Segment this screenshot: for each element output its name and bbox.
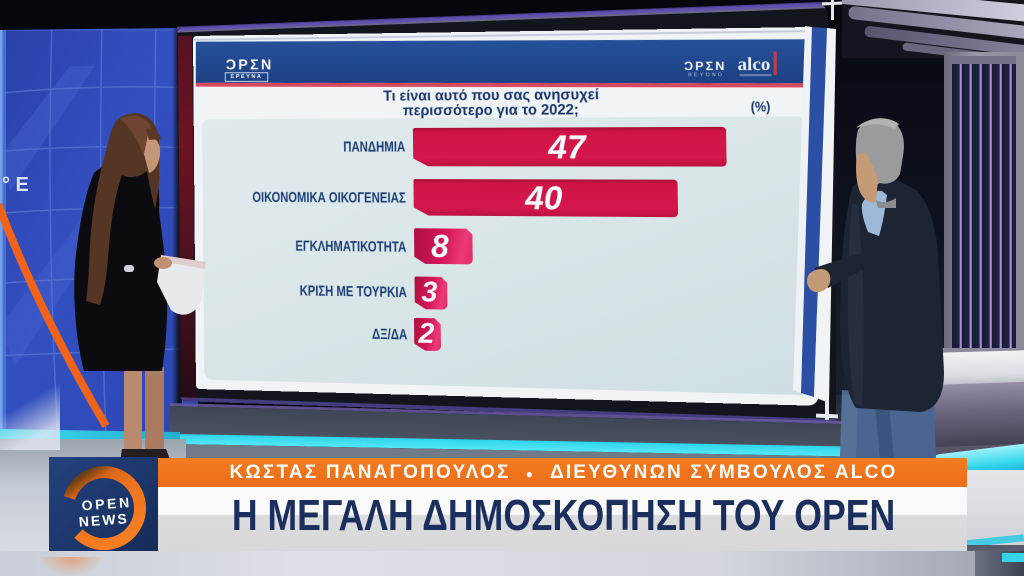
svg-text:° E: ° E [2, 174, 29, 196]
svg-text:OPEN: OPEN [81, 494, 132, 513]
svg-text:NEWS: NEWS [78, 510, 129, 529]
